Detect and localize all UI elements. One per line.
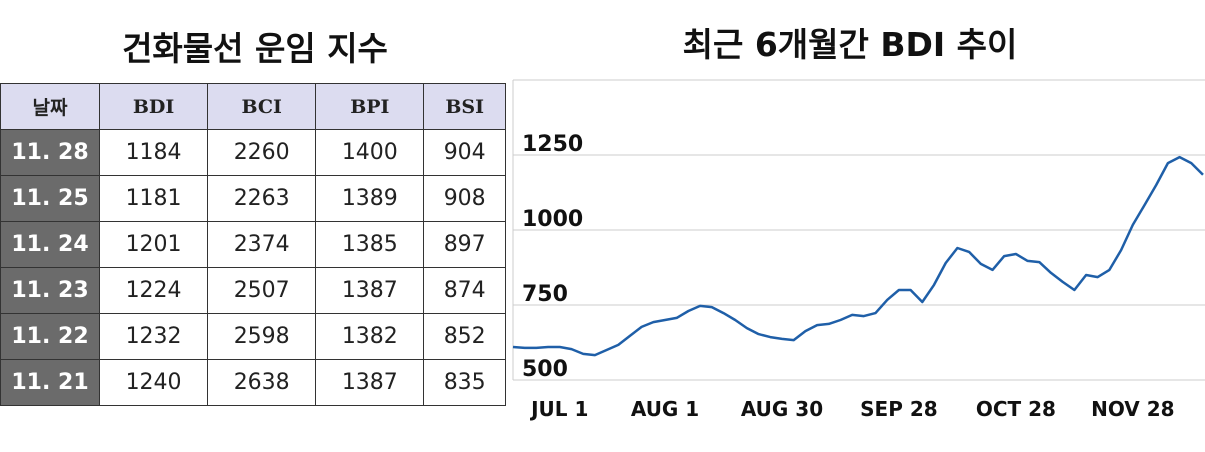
value-cell: 2263 [207, 175, 317, 222]
value-cell: 1181 [98, 175, 209, 222]
x-tick-label: AUG 30 [741, 397, 823, 421]
column-header: BPI [315, 83, 425, 130]
table-row: 11. 28 1184 2260 1400 904 [0, 129, 506, 176]
y-tick-label: 750 [522, 282, 568, 307]
value-cell: 1232 [98, 313, 209, 360]
data-line [512, 155, 1204, 357]
x-tick-label: JUL 1 [529, 397, 588, 421]
table-row: 11. 23 1224 2507 1387 874 [0, 267, 506, 314]
chart-title: 최근 6개월간 BDI 추이 [683, 25, 1018, 64]
value-cell: 897 [423, 221, 506, 268]
date-cell: 11. 21 [0, 359, 100, 406]
value-cell: 874 [423, 267, 506, 314]
table-row: 11. 22 1232 2598 1382 852 [0, 313, 506, 360]
value-cell: 2374 [207, 221, 317, 268]
value-cell: 908 [423, 175, 506, 222]
value-cell: 2638 [207, 359, 317, 406]
value-cell: 1240 [98, 359, 209, 406]
value-cell: 1387 [315, 359, 425, 406]
column-header: BSI [423, 83, 506, 130]
column-header: 날짜 [0, 83, 100, 130]
y-tick-label: 1000 [522, 207, 583, 232]
value-cell: 1184 [98, 129, 209, 176]
value-cell: 2598 [207, 313, 317, 360]
value-cell: 2260 [207, 129, 317, 176]
header-row: 날짜 BDI BCI BPI BSI [0, 83, 506, 130]
date-cell: 11. 22 [0, 313, 100, 360]
x-tick-label: NOV 28 [1091, 397, 1174, 421]
table-row: 11. 24 1201 2374 1385 897 [0, 221, 506, 268]
table-row: 11. 21 1240 2638 1387 835 [0, 359, 506, 406]
date-cell: 11. 25 [0, 175, 100, 222]
x-tick-label: AUG 1 [631, 397, 699, 421]
y-tick-label: 1250 [522, 132, 583, 157]
index-table: 날짜 BDI BCI BPI BSI 11. 28 1184 2260 1400 904 11. 2… [0, 83, 506, 406]
table-title: 건화물선 운임 지수 [122, 29, 388, 68]
x-tick-label: SEP 28 [860, 397, 938, 421]
column-header: BDI [98, 83, 209, 130]
value-cell: 835 [423, 359, 506, 406]
value-cell: 852 [423, 313, 506, 360]
value-cell: 1387 [315, 267, 425, 314]
y-tick-label: 500 [522, 357, 568, 382]
date-cell: 11. 24 [0, 221, 100, 268]
table-row: 11. 25 1181 2263 1389 908 [0, 175, 506, 222]
value-cell: 1400 [315, 129, 425, 176]
x-tick-label: OCT 28 [976, 397, 1056, 421]
value-cell: 1389 [315, 175, 425, 222]
date-cell: 11. 28 [0, 129, 100, 176]
value-cell: 904 [423, 129, 506, 176]
